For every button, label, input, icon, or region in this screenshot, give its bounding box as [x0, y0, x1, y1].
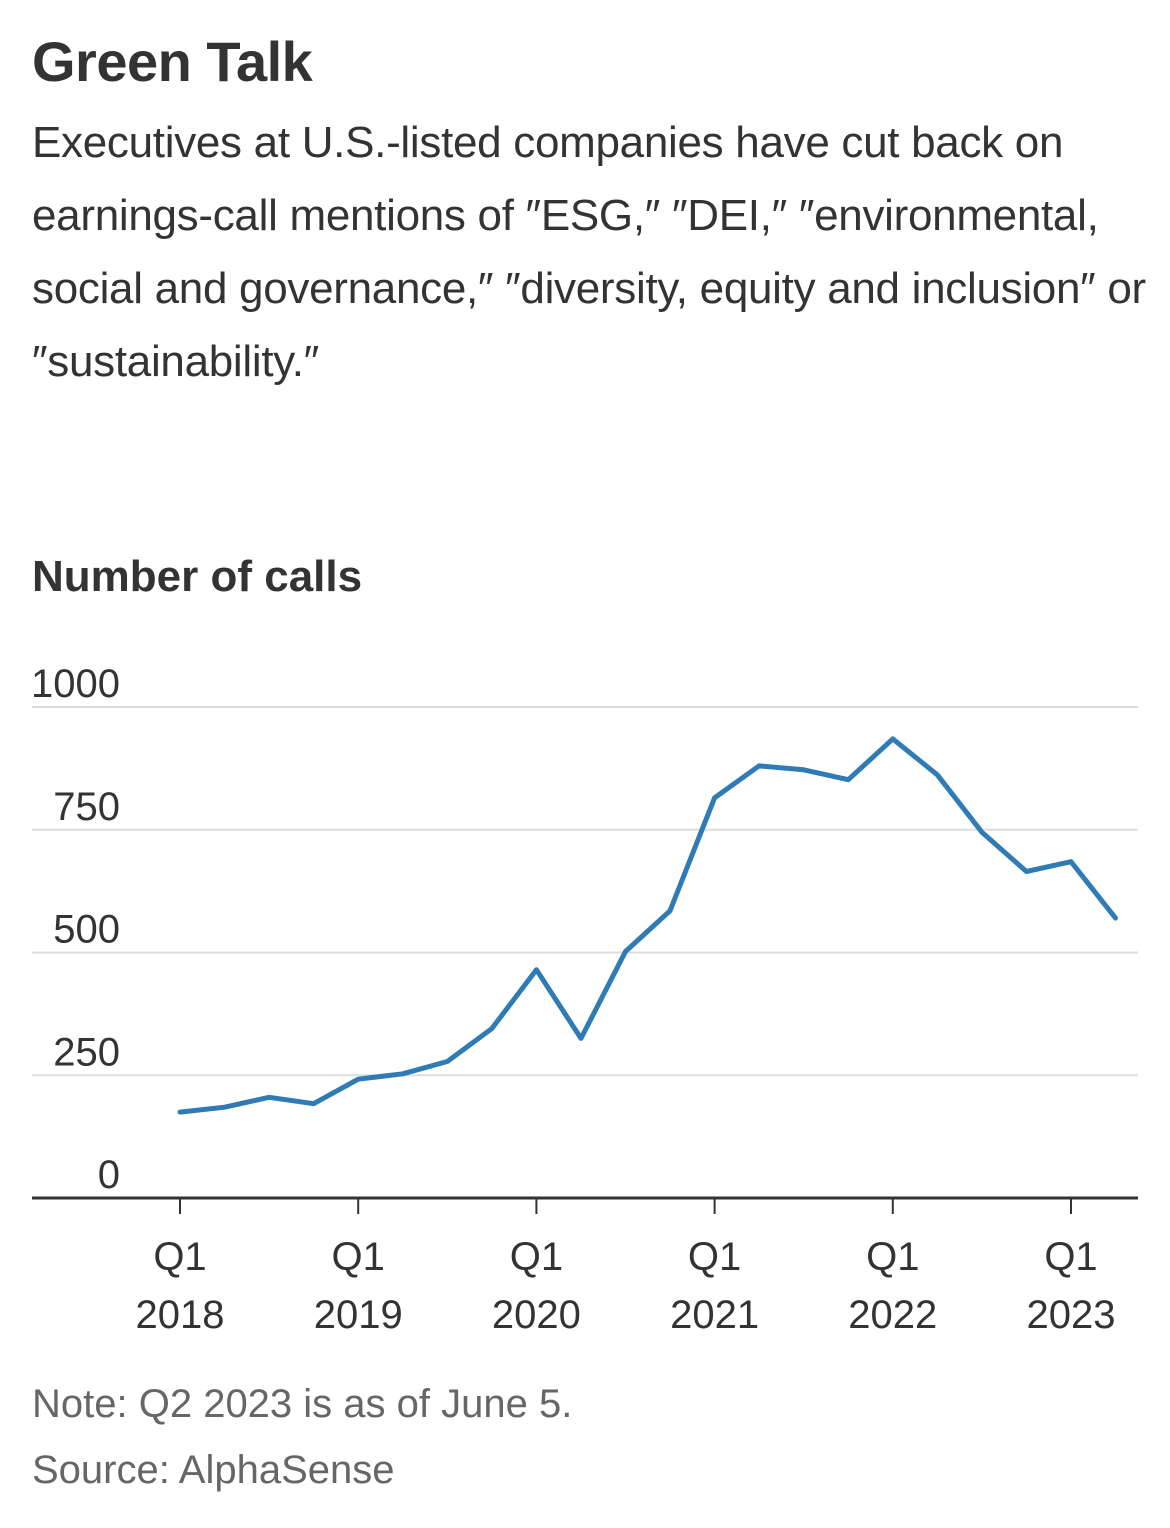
data-point-Q4-2022: [1023, 868, 1029, 874]
data-point-Q1-2018: [177, 1109, 183, 1115]
x-tick-quarter-2018: Q1: [153, 1235, 206, 1279]
x-tick-year-2020: 2020: [492, 1293, 581, 1337]
chart-source: Source: AlphaSense: [32, 1448, 395, 1492]
data-point-Q1-2022: [890, 736, 896, 742]
x-tick-year-2021: 2021: [670, 1293, 759, 1337]
data-point-Q3-2022: [979, 829, 985, 835]
x-tick-year-2018: 2018: [136, 1293, 225, 1337]
data-point-Q4-2021: [845, 777, 851, 783]
data-point-Q4-2018: [311, 1101, 317, 1107]
chart-subtitle: Executives at U.S.-listed companies have…: [32, 118, 1146, 386]
data-point-Q3-2019: [444, 1059, 450, 1065]
chart-title: Green Talk: [32, 30, 313, 93]
series-layer: [177, 736, 1119, 1115]
y-tick-labels: 0 250 500 750 1000: [31, 662, 120, 1197]
x-tick-year-2019: 2019: [314, 1293, 403, 1337]
data-point-Q2-2018: [222, 1104, 228, 1110]
x-tick-quarter-2023: Q1: [1044, 1235, 1097, 1279]
data-point-Q3-2020: [623, 949, 629, 955]
x-tick-quarter-2021: Q1: [688, 1235, 741, 1279]
data-point-Q4-2019: [489, 1026, 495, 1032]
x-tick-quarter-2022: Q1: [866, 1235, 919, 1279]
data-point-Q1-2020: [533, 967, 539, 973]
data-point-Q2-2019: [400, 1071, 406, 1077]
x-tick-labels: Q1 2018 Q1 2019 Q1 2020 Q1 2021 Q1 2022 Q1 2023: [136, 1235, 1116, 1337]
data-point-Q1-2019: [355, 1076, 361, 1082]
x-axis: [32, 1196, 1138, 1214]
y-tick-label-250: 250: [53, 1030, 120, 1074]
y-axis-label: Number of calls: [32, 552, 363, 601]
x-tick-year-2023: 2023: [1027, 1293, 1116, 1337]
x-tick-quarter-2020: Q1: [510, 1235, 563, 1279]
data-point-Q2-2021: [756, 763, 762, 769]
series-line-0: [177, 736, 1118, 1115]
data-point-Q3-2018: [266, 1094, 272, 1100]
data-point-Q2-2022: [934, 772, 940, 778]
x-tick-year-2022: 2022: [848, 1293, 937, 1337]
x-tick-quarter-2019: Q1: [332, 1235, 385, 1279]
data-point-Q1-2023: [1068, 859, 1074, 865]
data-point-Q3-2021: [801, 767, 807, 773]
gridlines: [32, 706, 1138, 1077]
y-tick-label-1000: 1000: [31, 662, 120, 706]
data-point-Q4-2020: [667, 908, 673, 914]
chart-note: Note: Q2 2023 is as of June 5.: [32, 1382, 573, 1426]
data-point-Q2-2020: [578, 1035, 584, 1041]
y-tick-label-750: 750: [53, 785, 120, 829]
data-point-Q1-2021: [712, 795, 718, 801]
y-tick-label-500: 500: [53, 908, 120, 952]
y-tick-label-0: 0: [98, 1153, 120, 1197]
data-point-Q2-2023: [1113, 915, 1119, 921]
